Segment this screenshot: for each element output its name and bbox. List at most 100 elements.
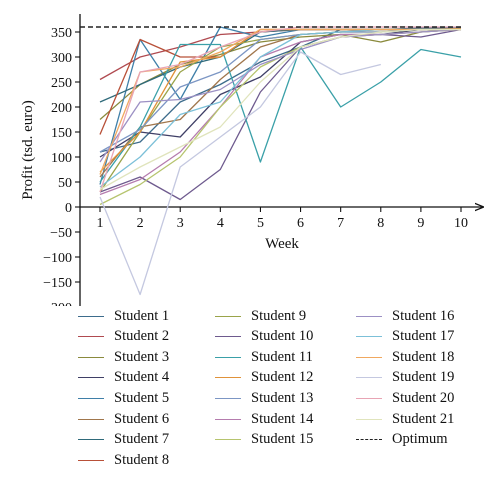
legend-swatch — [356, 439, 382, 441]
series-line-student-19 — [99, 51, 381, 296]
legend-label: Student 16 — [392, 307, 455, 324]
legend-swatch — [78, 356, 104, 358]
legend-swatch — [215, 315, 241, 317]
legend-swatch — [215, 377, 241, 379]
legend-swatch — [356, 397, 382, 399]
legend-label: Student 1 — [114, 307, 170, 324]
legend-item: Student 11 — [215, 347, 313, 367]
x-tick-label: 6 — [297, 216, 304, 231]
legend-label: Student 3 — [114, 348, 170, 365]
legend-label: Student 15 — [251, 431, 314, 448]
legend-label: Optimum — [392, 431, 448, 448]
legend-item: Student 16 — [356, 306, 454, 326]
legend-swatch — [215, 336, 241, 338]
legend-swatch — [215, 356, 241, 358]
legend-swatch — [78, 439, 104, 441]
series-line-student-10 — [99, 28, 462, 201]
legend-swatch — [78, 336, 104, 338]
legend-label: Student 19 — [392, 369, 455, 386]
x-tick-label: 10 — [454, 216, 468, 231]
legend-label: Student 8 — [114, 451, 170, 468]
y-tick-label: −50 — [50, 226, 72, 241]
legend-item: Student 17 — [356, 327, 454, 347]
legend-label: Student 12 — [251, 369, 314, 386]
legend-swatch — [215, 439, 241, 441]
chart-series — [99, 26, 462, 296]
y-axis-title: Profit (tsd. euro) — [20, 100, 36, 200]
series-line-student-18 — [99, 28, 461, 175]
x-tick-label: 8 — [377, 216, 384, 231]
legend-item: Student 5 — [78, 388, 169, 408]
y-tick-label: −200 — [43, 301, 72, 306]
legend-item: Student 1 — [78, 306, 169, 326]
y-tick-label: 50 — [58, 176, 72, 191]
legend-label: Student 20 — [392, 389, 455, 406]
series-line-student-16 — [99, 28, 462, 163]
x-tick-label: 5 — [257, 216, 264, 231]
legend-item: Student 4 — [78, 368, 169, 388]
legend-swatch — [78, 315, 104, 317]
legend-label: Student 9 — [251, 307, 307, 324]
legend-item: Student 18 — [356, 347, 454, 367]
legend-label: Student 10 — [251, 328, 314, 345]
legend-item: Student 15 — [215, 430, 313, 450]
x-tick-label: 7 — [337, 216, 344, 231]
legend-item: Student 3 — [78, 347, 169, 367]
legend-swatch — [356, 356, 382, 358]
legend-swatch — [356, 336, 382, 338]
legend-label: Student 2 — [114, 328, 170, 345]
chart-ticks: 350 300 250 200 150 100 50 0 −50 −100 −150 −200 1 2 3 4… — [43, 26, 468, 306]
series-line-student-11 — [99, 43, 462, 183]
legend-swatch — [78, 459, 104, 461]
y-tick-label: 350 — [51, 26, 72, 41]
x-tick-label: 9 — [417, 216, 424, 231]
legend-label: Student 5 — [114, 389, 170, 406]
x-tick-label: 2 — [137, 216, 144, 231]
legend-label: Student 11 — [251, 348, 313, 365]
series-line-student-21 — [99, 28, 461, 191]
y-tick-label: 300 — [51, 51, 72, 66]
y-tick-label: 250 — [51, 76, 72, 91]
y-tick-label: −100 — [43, 251, 72, 266]
legend-swatch — [356, 315, 382, 317]
legend-item: Student 2 — [78, 327, 169, 347]
legend-swatch — [356, 377, 382, 379]
legend-swatch — [356, 418, 382, 420]
y-tick-label: 200 — [51, 101, 72, 116]
x-axis-title: Week — [265, 236, 299, 252]
legend-label: Student 6 — [114, 410, 170, 427]
line-chart: 350 300 250 200 150 100 50 0 −50 −100 −150 −200 1 2 3 4… — [20, 14, 500, 306]
series-line-student-20 — [99, 26, 461, 193]
legend-label: Student 21 — [392, 410, 455, 427]
series-line-student-1 — [99, 27, 461, 153]
legend-item: Student 19 — [356, 368, 454, 388]
legend-item: Student 14 — [215, 409, 313, 429]
legend-swatch — [78, 418, 104, 420]
y-tick-label: 100 — [51, 151, 72, 166]
series-line-student-4 — [99, 28, 461, 158]
legend-item: Student 13 — [215, 388, 313, 408]
y-tick-label: 150 — [51, 126, 72, 141]
series-line-student-3 — [99, 28, 462, 120]
chart-legend: Student 1 Student 2 Student 3 Student 4 Stud… — [78, 306, 488, 478]
x-tick-label: 1 — [97, 216, 104, 231]
legend-swatch — [78, 377, 104, 379]
legend-item: Student 7 — [78, 430, 169, 450]
legend-item: Student 6 — [78, 409, 169, 429]
chart-axes — [79, 14, 483, 306]
legend-label: Student 14 — [251, 410, 314, 427]
legend-item: Student 21 — [356, 409, 454, 429]
legend-label: Student 7 — [114, 431, 170, 448]
legend-item: Student 12 — [215, 368, 313, 388]
y-tick-label: 0 — [65, 201, 72, 216]
legend-label: Student 13 — [251, 389, 314, 406]
legend-item: Student 9 — [215, 306, 306, 326]
legend-label: Student 17 — [392, 328, 455, 345]
legend-swatch — [78, 397, 104, 399]
x-tick-label: 3 — [177, 216, 184, 231]
legend-item: Optimum — [356, 430, 448, 450]
legend-swatch — [215, 418, 241, 420]
legend-label: Student 4 — [114, 369, 170, 386]
legend-item: Student 8 — [78, 450, 169, 470]
legend-label: Student 18 — [392, 348, 455, 365]
